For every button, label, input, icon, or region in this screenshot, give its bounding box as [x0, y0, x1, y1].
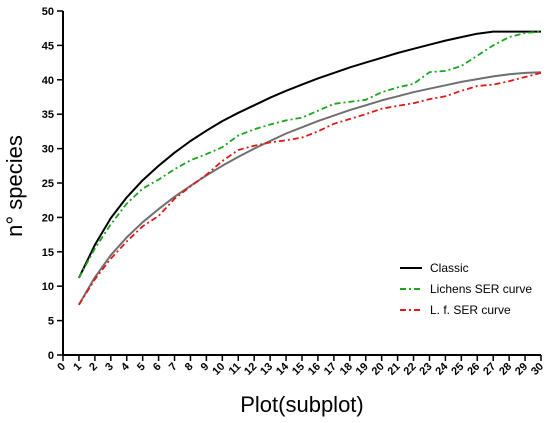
x-tick-label: 6	[151, 361, 164, 374]
x-tick-label: 11	[227, 361, 244, 378]
x-tick-label: 29	[513, 361, 530, 378]
series-line-lichens-ser-curve	[78, 30, 542, 279]
x-tick-label: 12	[242, 361, 259, 378]
legend-label: L. f. SER curve	[430, 303, 511, 317]
legend-label: Lichens SER curve	[430, 282, 532, 296]
y-tick-label: 15	[42, 247, 54, 259]
y-tick-label: 35	[42, 109, 54, 121]
x-tick-label: 16	[306, 361, 323, 378]
x-tick-label: 21	[386, 361, 403, 378]
y-tick-label: 45	[42, 40, 54, 52]
y-tick-label: 40	[42, 75, 54, 87]
y-tick-label: 50	[42, 6, 54, 18]
y-tick-label: 5	[48, 316, 54, 328]
x-tick-label: 17	[322, 361, 339, 378]
x-tick-label: 13	[258, 361, 275, 378]
x-tick-label: 2	[87, 361, 100, 374]
x-tick-label: 26	[465, 361, 482, 378]
x-tick-label: 7	[167, 361, 180, 374]
x-tick-label: 3	[103, 361, 116, 374]
y-tick-label: 25	[42, 178, 54, 190]
y-tick-label: 0	[48, 350, 54, 362]
x-tick-label: 15	[290, 361, 307, 378]
y-axis-title: n° species	[2, 135, 27, 237]
x-tick-label: 22	[402, 361, 419, 378]
series-line-gray	[78, 71, 542, 306]
x-tick-label: 1	[71, 361, 84, 374]
legend-label: Classic	[430, 261, 469, 275]
x-tick-label: 23	[417, 361, 434, 378]
x-tick-label: 8	[183, 361, 196, 374]
x-axis-ticks: 0 1 2 3 4 5 6 7 8 910 1112131415161718192021222324…	[55, 355, 546, 378]
y-tick-label: 10	[42, 281, 54, 293]
x-tick-label: 0	[55, 361, 68, 374]
x-tick-label: 19	[354, 361, 371, 378]
x-tick-label: 27	[481, 361, 498, 378]
x-tick-label: 5	[135, 361, 148, 374]
x-tick-label: 25	[449, 361, 466, 378]
y-tick-label: 20	[42, 212, 54, 224]
x-tick-label: 4	[119, 360, 132, 373]
series-line-l-f-ser-curve	[78, 72, 542, 306]
x-tick-label: 28	[497, 361, 514, 378]
x-tick-label: 9	[199, 361, 212, 374]
y-tick-label: 30	[42, 144, 54, 156]
x-axis-title: Plot(subplot)	[240, 392, 364, 417]
x-tick-label: 18	[338, 361, 355, 378]
x-tick-label: 10	[210, 361, 227, 378]
series-line-classic	[78, 30, 541, 279]
x-tick-label: 20	[370, 361, 387, 378]
x-tick-label: 30	[529, 361, 546, 378]
y-axis-ticks: 0 5 10 15 20 25 30 35 40 45 50	[42, 6, 63, 362]
series-lines	[78, 30, 542, 306]
legend: Classic Lichens SER curve L. f. SER curve	[400, 261, 532, 317]
